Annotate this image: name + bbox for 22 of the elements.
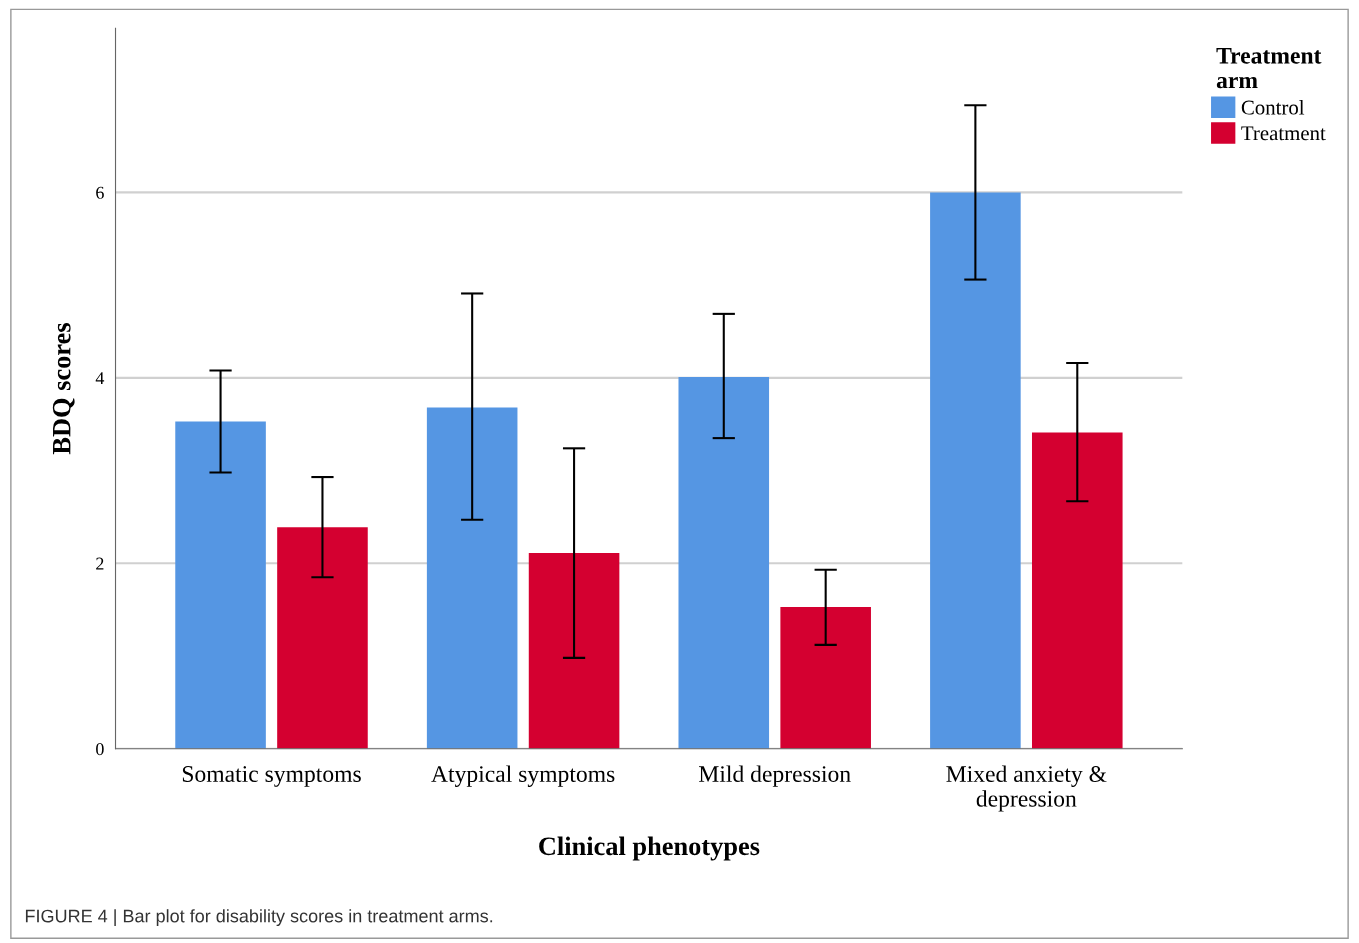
bar xyxy=(780,606,871,749)
x-tick-label: Mild depression xyxy=(699,765,851,787)
legend-title: Treatment arm xyxy=(1216,47,1322,89)
x-tick-label: Atypical symptoms xyxy=(431,765,615,787)
bar xyxy=(277,527,368,749)
bar xyxy=(930,192,1021,749)
legend-label: Treatment xyxy=(1241,126,1326,141)
y-tick-label: 0 xyxy=(96,743,104,756)
x-tick-label: Somatic symptoms xyxy=(182,766,361,787)
caption: FIGURE 4 | Bar plot for disability scores in treatment arms. xyxy=(25,909,493,927)
x-axis-title: Clinical phenotypes xyxy=(539,836,760,861)
bar xyxy=(528,553,620,749)
y-tick-label: 6 xyxy=(96,186,104,199)
x-tick-label: Mixed anxiety & depression xyxy=(946,765,1107,812)
bar xyxy=(175,421,266,749)
bar xyxy=(426,407,518,749)
y-tick-label: 2 xyxy=(96,557,104,570)
bar xyxy=(678,376,770,749)
legend-label: Control xyxy=(1241,99,1305,115)
y-axis-title: BDQ scores xyxy=(52,323,75,455)
y-tick-label: 4 xyxy=(95,372,105,385)
bar xyxy=(1031,432,1123,749)
